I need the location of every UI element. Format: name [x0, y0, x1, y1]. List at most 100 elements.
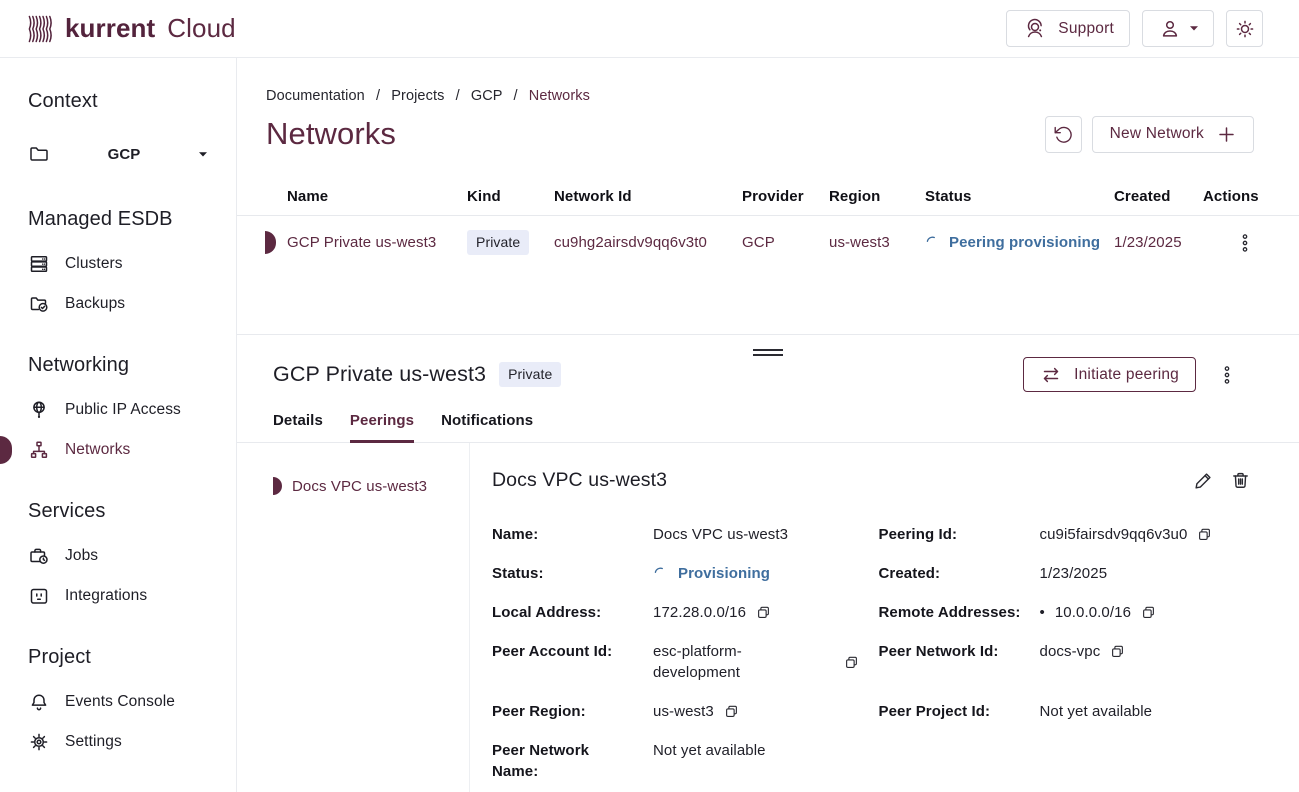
- field-label-local-address: Local Address:: [492, 604, 602, 621]
- sidebar-item-label: Networks: [65, 441, 131, 458]
- sidebar-item-jobs[interactable]: Jobs: [0, 536, 236, 576]
- sidebar-item-settings[interactable]: Settings: [0, 722, 236, 762]
- column-header-actions: Actions: [1203, 188, 1259, 205]
- peering-list-item-label: Docs VPC us-west3: [292, 477, 428, 495]
- tab-notifications[interactable]: Notifications: [441, 412, 534, 429]
- field-value-created: 1/23/2025: [1039, 565, 1108, 582]
- gear-icon: [28, 731, 50, 753]
- delete-peering-button[interactable]: [1230, 470, 1251, 491]
- tab-details[interactable]: Details: [273, 412, 323, 429]
- breadcrumb-documentation[interactable]: Documentation: [266, 88, 365, 104]
- peering-fields: Name: Docs VPC us-west3 Peering Id: cu9i…: [492, 524, 1251, 792]
- brand-suffix: Cloud: [167, 13, 236, 43]
- peering-detail-title: Docs VPC us-west3: [492, 469, 668, 491]
- copy-local-address-button[interactable]: [756, 605, 771, 620]
- network-detail-panel: GCP Private us-west3 Private Initiate pe…: [237, 334, 1299, 792]
- sidebar-item-label: Settings: [65, 733, 122, 750]
- copy-peering-id-button[interactable]: [1197, 527, 1212, 542]
- section-heading-networking: Networking: [28, 354, 130, 376]
- field-value-peer-network-id: docs-vpc: [1039, 643, 1101, 660]
- sidebar-item-label: Integrations: [65, 587, 148, 604]
- refresh-icon: [1052, 123, 1074, 145]
- field-label-peer-project-id: Peer Project Id:: [878, 703, 991, 720]
- column-header-network-id: Network Id: [554, 188, 632, 205]
- sidebar-item-events-console[interactable]: Events Console: [0, 682, 236, 722]
- new-network-button[interactable]: New Network: [1091, 115, 1254, 153]
- networks-icon: [28, 439, 50, 461]
- section-heading-project: Project: [28, 646, 91, 668]
- initiate-peering-label: Initiate peering: [1074, 365, 1179, 383]
- row-actions-kebab-button[interactable]: [1233, 231, 1257, 255]
- breadcrumb-projects[interactable]: Projects: [391, 88, 445, 104]
- breadcrumb-separator: /: [375, 88, 381, 104]
- breadcrumb-current: Networks: [528, 88, 590, 104]
- field-label-peering-id: Peering Id:: [878, 526, 958, 543]
- column-header-provider: Provider: [742, 188, 804, 205]
- field-label-remote-addresses: Remote Addresses:: [878, 604, 1021, 621]
- section-heading-managed-esdb: Managed ESDB: [28, 208, 173, 230]
- field-label-peer-network-name: Peer Network Name:: [492, 742, 590, 780]
- context-selected-value: GCP: [107, 145, 141, 163]
- panel-resize-handle[interactable]: [753, 344, 783, 361]
- sidebar-item-backups[interactable]: Backups: [0, 284, 236, 324]
- theme-toggle-button[interactable]: [1226, 10, 1263, 47]
- sidebar-item-label: Events Console: [65, 693, 175, 710]
- sidebar-item-public-ip-access[interactable]: Public IP Access: [0, 390, 236, 430]
- sidebar: Context GCP Managed ESDB Clusters: [0, 58, 237, 792]
- headset-icon: [1022, 16, 1048, 42]
- section-heading-services: Services: [28, 500, 106, 522]
- field-value-local-address: 172.28.0.0/16: [653, 604, 747, 621]
- user-menu-button[interactable]: [1142, 10, 1214, 47]
- selected-peering-marker: [273, 477, 282, 495]
- copy-peer-account-id-button[interactable]: [844, 655, 859, 670]
- panel-actions-kebab-button[interactable]: [1215, 363, 1239, 387]
- breadcrumb-separator: /: [513, 88, 518, 104]
- cell-network-id: cu9hg2airsdv9qq6v3t0: [554, 234, 707, 251]
- sidebar-item-label: Public IP Access: [65, 401, 181, 418]
- peering-list-item[interactable]: Docs VPC us-west3: [237, 469, 469, 503]
- sidebar-item-label: Jobs: [65, 547, 99, 564]
- cell-name[interactable]: GCP Private us-west3: [287, 234, 437, 251]
- peerings-list: Docs VPC us-west3: [237, 443, 470, 792]
- brand-logo[interactable]: kurrent Cloud: [24, 13, 236, 45]
- edit-peering-button[interactable]: [1193, 470, 1214, 491]
- chevron-down-icon: [1189, 25, 1199, 32]
- networks-table-header: Name Kind Network Id Provider Region Sta…: [237, 178, 1299, 216]
- plus-icon: [1217, 125, 1236, 144]
- panel-kind-badge: Private: [499, 362, 562, 387]
- sidebar-item-networks[interactable]: Networks: [0, 430, 236, 470]
- table-row[interactable]: GCP Private us-west3 Private cu9hg2airsd…: [237, 216, 1299, 269]
- main-content: Documentation / Projects / GCP / Network…: [237, 58, 1299, 792]
- copy-remote-addresses-button[interactable]: [1141, 605, 1156, 620]
- field-value-peer-account-id: esc-platform-development: [653, 643, 742, 681]
- context-select[interactable]: GCP: [0, 130, 236, 178]
- panel-title: GCP Private us-west3: [273, 362, 487, 386]
- sun-icon: [1233, 17, 1257, 41]
- field-value-peer-project-id: Not yet available: [1039, 703, 1153, 720]
- breadcrumb-gcp[interactable]: GCP: [470, 88, 503, 104]
- detail-tabs: Details Peerings Notifications: [237, 412, 1299, 443]
- field-value-status: Provisioning: [678, 565, 771, 582]
- field-label-peer-account-id: Peer Account Id:: [492, 643, 613, 660]
- sidebar-item-integrations[interactable]: Integrations: [0, 576, 236, 616]
- field-label-name: Name:: [492, 526, 539, 543]
- refresh-button[interactable]: [1044, 115, 1082, 153]
- spinner-icon: [653, 566, 668, 581]
- copy-peer-region-button[interactable]: [724, 704, 739, 719]
- column-header-status: Status: [925, 188, 972, 205]
- page-title: Networks: [266, 116, 396, 151]
- sidebar-item-clusters[interactable]: Clusters: [0, 244, 236, 284]
- field-value-remote-addresses: 10.0.0.0/16: [1054, 604, 1132, 621]
- breadcrumb-separator: /: [455, 88, 460, 104]
- copy-peer-network-id-button[interactable]: [1110, 644, 1125, 659]
- initiate-peering-button[interactable]: Initiate peering: [1023, 357, 1196, 392]
- support-button[interactable]: Support: [1006, 10, 1130, 47]
- peering-detail: Docs VPC us-west3: [470, 443, 1299, 792]
- field-label-status: Status:: [492, 565, 544, 582]
- field-label-peer-region: Peer Region:: [492, 703, 586, 720]
- field-value-peer-region: us-west3: [653, 703, 714, 720]
- field-value-peering-id: cu9i5fairsdv9qq6v3u0: [1039, 526, 1188, 543]
- kind-badge: Private: [467, 230, 530, 255]
- tab-peerings[interactable]: Peerings: [349, 412, 415, 443]
- brand-name: kurrent: [65, 13, 156, 43]
